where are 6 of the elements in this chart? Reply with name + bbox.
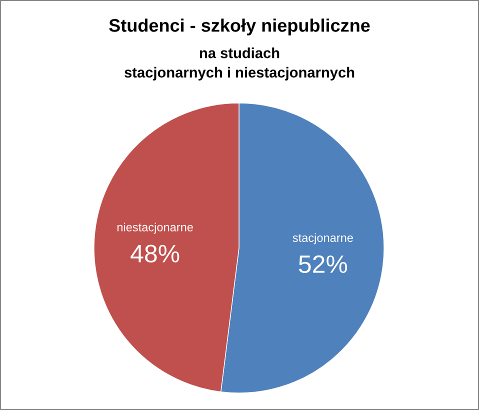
chart-subtitle: na studiach stacjonarnych i niestacjonarnych [124, 48, 354, 80]
data-label: 52% [298, 255, 348, 274]
slice-label: stacjonarne [292, 233, 353, 244]
slice-label: niestacjonarne [117, 222, 193, 234]
chart-title: Studenci - szkoły niepubliczne [109, 18, 370, 36]
data-label: 48% [130, 244, 180, 262]
